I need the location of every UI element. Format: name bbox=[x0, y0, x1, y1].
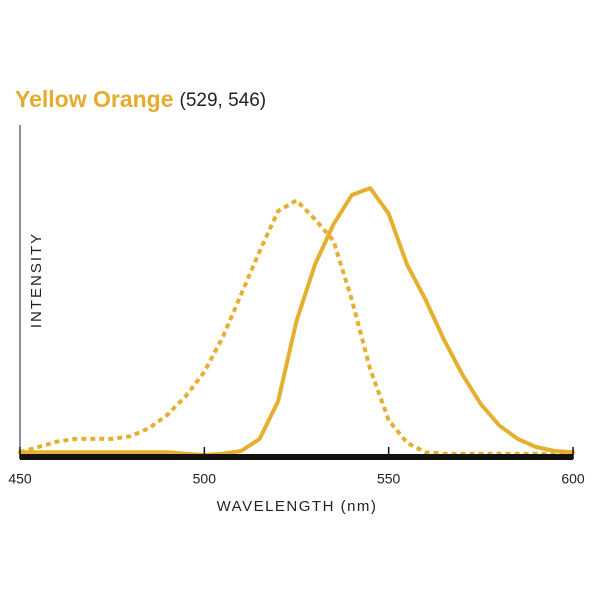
subtitle: (529, 546) bbox=[180, 90, 267, 111]
spectrum-line bbox=[18, 186, 575, 457]
title: Yellow Orange bbox=[15, 86, 174, 112]
x-tick-label: 550 bbox=[377, 471, 401, 487]
x-tick-label: 600 bbox=[561, 471, 585, 487]
x-tick-label: 500 bbox=[193, 471, 217, 487]
chart-title: Yellow Orange (529, 546) bbox=[15, 86, 266, 112]
x-axis-label: WAVELENGTH (nm) bbox=[217, 498, 378, 515]
spectrum-line bbox=[19, 198, 573, 456]
x-tick-label: 450 bbox=[8, 471, 32, 487]
y-axis-label: INTENSITY bbox=[28, 232, 45, 328]
